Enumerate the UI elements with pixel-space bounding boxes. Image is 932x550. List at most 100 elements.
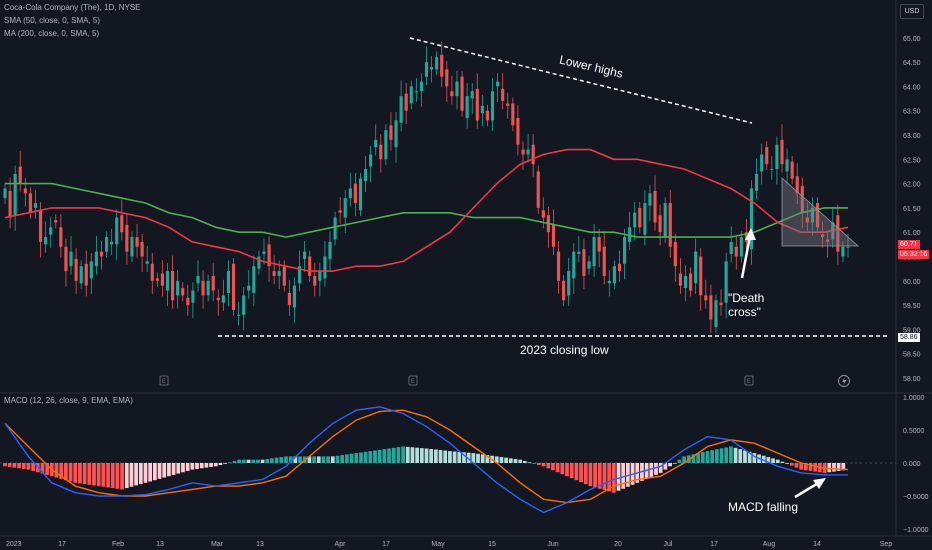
candle-body: [724, 261, 728, 303]
macd-histogram-bar: [841, 463, 846, 471]
macd-histogram-bar: [546, 463, 551, 469]
earnings-e-icon[interactable]: E: [408, 375, 418, 386]
macd-histogram-bar: [588, 463, 593, 487]
macd-axis-tick: −0.5000: [903, 494, 929, 501]
macd-histogram-bar: [218, 463, 223, 465]
macd-histogram-bar: [251, 459, 256, 463]
macd-histogram-bar: [803, 463, 808, 471]
time-axis-tick: 15: [488, 541, 496, 548]
macd-histogram-bar: [724, 447, 729, 463]
lightning-icon[interactable]: [838, 375, 850, 387]
candle-body: [64, 246, 68, 272]
candle-body: [790, 161, 794, 179]
macd-histogram-bar: [579, 463, 583, 483]
macd-axis-tick: 0.5000: [903, 428, 925, 435]
macd-histogram-bar: [527, 462, 532, 464]
ma200-line: [5, 182, 848, 238]
macd-histogram-bar: [551, 463, 555, 471]
main-legend[interactable]: Coca-Cola Company (The), 1D, NYSE: [4, 3, 141, 12]
macd-histogram-bar: [115, 463, 120, 489]
candle-body: [780, 139, 784, 165]
macd-histogram-bar: [565, 463, 569, 477]
macd-histogram-bar: [401, 446, 405, 463]
time-axis-tick: Sep: [880, 541, 893, 548]
candle-body: [678, 273, 682, 286]
sma-legend[interactable]: SMA (50, close, 0, SMA, 5): [4, 16, 101, 25]
macd-histogram-bar: [167, 463, 171, 477]
macd-histogram-bar: [359, 452, 363, 463]
candle-body: [668, 203, 672, 247]
macd-histogram-bar: [335, 455, 340, 463]
earnings-e-icon[interactable]: E: [744, 375, 754, 386]
macd-histogram-bar: [668, 463, 672, 467]
currency-selector[interactable]: USD: [900, 4, 924, 19]
candle-body: [221, 295, 225, 303]
macd-histogram-bar: [260, 459, 265, 463]
macd-histogram-bar: [363, 451, 368, 463]
candle-body: [404, 93, 408, 111]
candle-body: [480, 105, 484, 114]
candle-body: [171, 271, 175, 301]
candle-body: [59, 227, 63, 247]
candle-body: [673, 241, 677, 267]
macd-histogram-bar: [775, 459, 780, 463]
candle-body: [196, 275, 200, 284]
macd-histogram-bar: [452, 451, 457, 463]
candle-body: [445, 69, 449, 87]
candle-body: [292, 285, 297, 308]
macd-histogram-bar: [232, 461, 237, 463]
candle-body: [323, 256, 327, 279]
candle-body: [450, 91, 454, 97]
candle-body: [338, 210, 342, 213]
candle-body: [800, 186, 804, 213]
time-axis-tick: Jul: [664, 541, 673, 548]
last-price-tag: 60.71: [898, 240, 920, 249]
macd-legend[interactable]: MACD (12, 26, close, 9, EMA, EMA): [4, 396, 133, 405]
candle-body: [99, 251, 104, 257]
macd-histogram-bar: [17, 463, 21, 469]
death-cross-label-2: cross": [728, 305, 761, 319]
time-axis-tick: 20: [614, 541, 622, 548]
macd-histogram-bar: [743, 450, 747, 463]
macd-histogram-bar: [195, 463, 199, 469]
ma-legend[interactable]: MA (200, close, 0, SMA, 5): [4, 29, 100, 38]
price-axis-tick: 62.00: [903, 182, 921, 189]
candle-body: [211, 275, 215, 291]
candle-body: [79, 266, 83, 284]
macd-histogram-bar: [157, 463, 162, 479]
earnings-e-icon[interactable]: E: [159, 375, 169, 386]
price-axis-tick: 62.50: [903, 157, 921, 164]
candle-body: [13, 173, 17, 216]
macd-histogram-bar: [190, 463, 195, 470]
candle-body: [125, 224, 129, 252]
macd-histogram-bar: [799, 463, 804, 470]
macd-histogram-bar: [288, 456, 293, 463]
candle-body: [252, 266, 256, 293]
macd-signal-line: [4, 409, 849, 504]
macd-histogram-bar: [555, 463, 560, 473]
candle-body: [242, 295, 246, 315]
time-axis-tick: Mar: [211, 541, 224, 548]
candle-body: [622, 237, 627, 264]
low-level-tag: 58.86: [898, 333, 920, 342]
macd-histogram-bar: [766, 457, 771, 463]
macd-histogram-bar: [152, 463, 157, 481]
macd-histogram-bar: [476, 453, 480, 463]
candle-body: [84, 263, 88, 286]
macd-axis-tick: 1.0000: [903, 395, 925, 402]
macd-histogram-bar: [129, 463, 134, 487]
candle-body: [369, 154, 373, 167]
macd-histogram-bar: [307, 456, 312, 463]
candle-body: [719, 302, 723, 306]
macd-histogram-bar: [537, 463, 541, 465]
macd-histogram-bar: [82, 463, 87, 485]
candle-body: [511, 103, 515, 126]
macd-histogram-bar: [532, 463, 537, 464]
candle-body: [115, 217, 119, 245]
candle-body: [749, 188, 754, 250]
candle-body: [836, 215, 840, 252]
macd-histogram-bar: [73, 463, 78, 483]
candle-body: [582, 249, 586, 276]
macd-histogram-bar: [246, 459, 251, 463]
